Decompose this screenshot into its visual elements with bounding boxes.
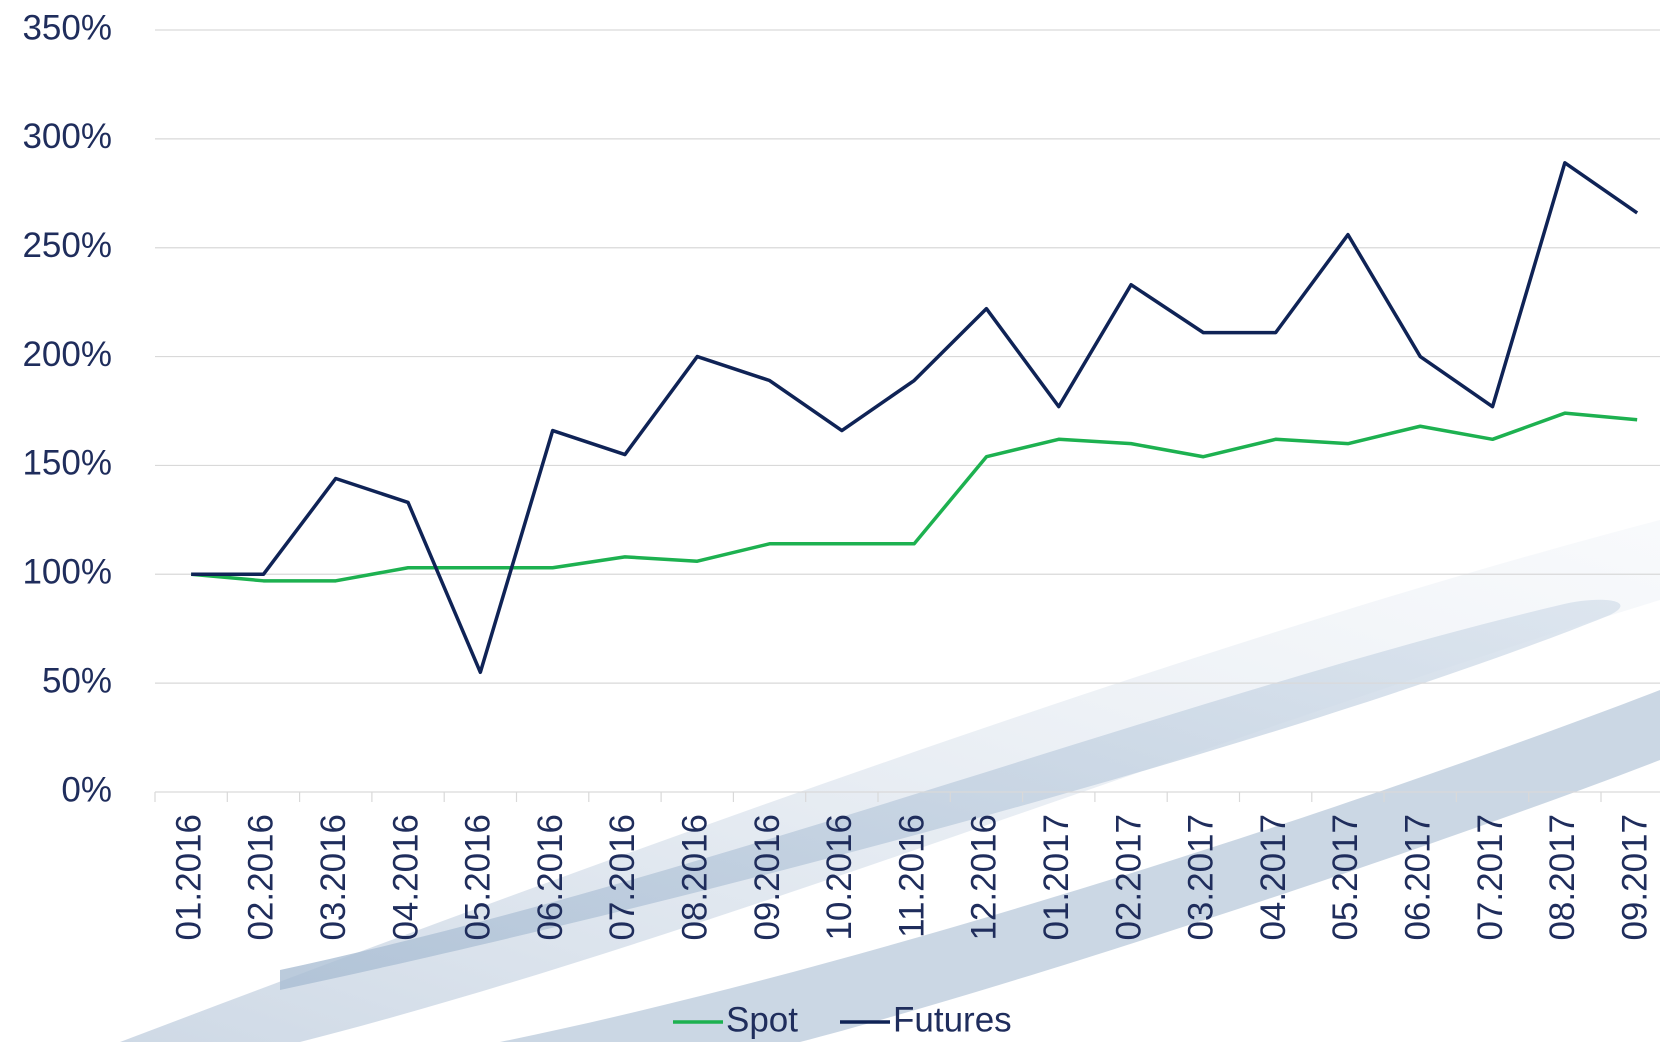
x-tick-label: 02.2016 [242,814,281,941]
x-tick-label: 04.2017 [1254,814,1293,941]
y-tick-label: 350% [22,8,112,47]
series-line [190,411,1638,583]
x-tick-label: 02.2017 [1109,814,1148,941]
y-tick-label: 200% [22,335,112,374]
x-tick-label: 01.2017 [1037,814,1076,941]
x-tick-label: 07.2017 [1471,814,1510,941]
x-tick-label: 12.2016 [965,814,1004,941]
legend-label: Spot [726,1000,798,1039]
x-tick-label: 04.2016 [386,814,425,941]
background-decoration [120,520,1660,1042]
x-tick-label: 09.2016 [748,814,787,941]
x-tick-label: 05.2017 [1326,814,1365,941]
y-tick-label: 50% [42,661,112,700]
x-tick-label: 06.2017 [1399,814,1438,941]
x-tick-label: 08.2016 [676,814,715,941]
y-tick-label: 250% [22,226,112,265]
y-tick-label: 300% [22,117,112,156]
x-tick-label: 08.2017 [1543,814,1582,941]
x-tick-label: 06.2016 [531,814,570,941]
y-tick-label: 100% [22,553,112,592]
x-tick-label: 11.2016 [892,814,931,938]
y-tick-label: 150% [22,444,112,483]
x-tick-label: 01.2016 [169,814,208,941]
legend-label: Futures [893,1000,1012,1039]
x-tick-label: 03.2017 [1182,814,1221,941]
x-tick-label: 05.2016 [459,814,498,941]
x-tick-label: 09.2017 [1615,814,1654,941]
series-line [191,161,1639,675]
y-tick-label: 0% [61,770,112,809]
x-tick-label: 10.2016 [820,814,859,941]
x-tick-label: 03.2016 [314,814,353,941]
x-tick-label: 07.2016 [603,814,642,941]
